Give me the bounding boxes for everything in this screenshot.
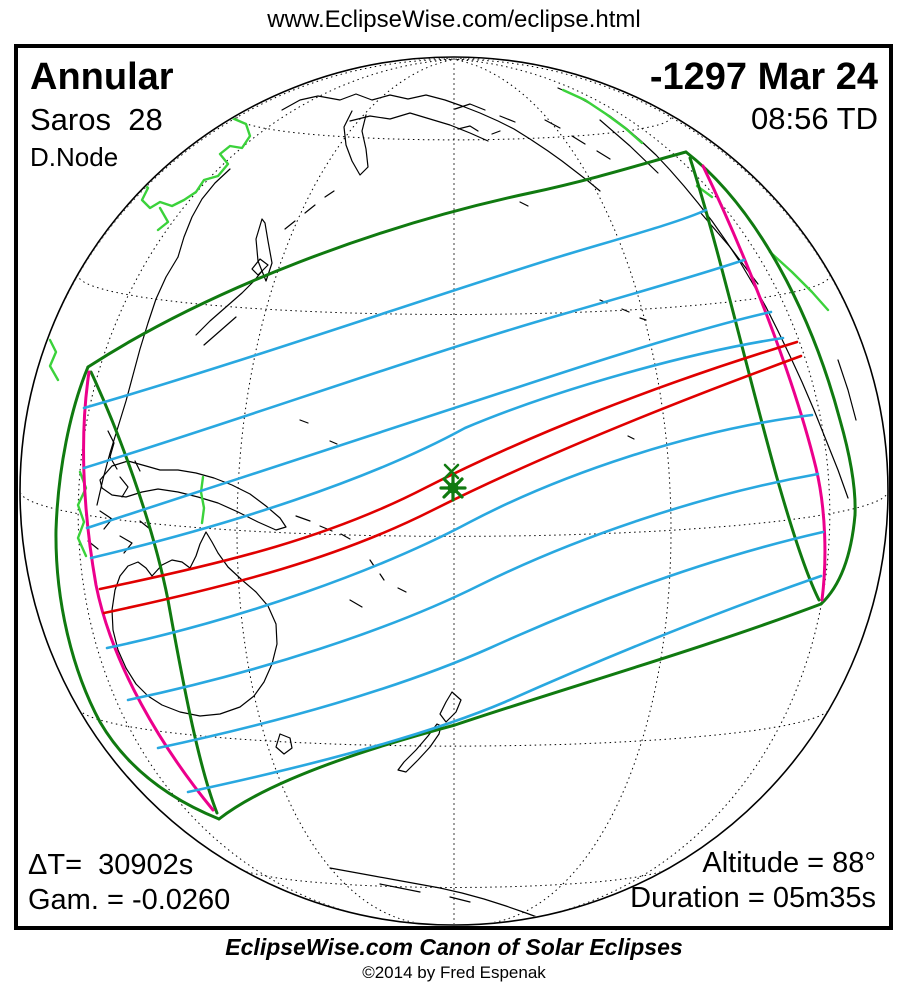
delta-t-label: ΔT= 30902s bbox=[28, 849, 194, 881]
sunrise-sunset-curves bbox=[82, 164, 827, 812]
central-path-curves bbox=[98, 340, 803, 615]
eclipse-time-label: 08:56 TD bbox=[751, 101, 878, 136]
time-curves bbox=[82, 208, 825, 794]
map-frame bbox=[14, 44, 893, 930]
copyright-line: ©2014 by Fred Espenak bbox=[362, 963, 546, 982]
altitude-label: Altitude = 88° bbox=[702, 847, 876, 879]
saros-label: Saros 28 bbox=[30, 102, 163, 137]
canon-title: EclipseWise.com Canon of Solar Eclipses bbox=[225, 934, 683, 960]
site-url: www.EclipseWise.com/eclipse.html bbox=[267, 6, 641, 33]
node-label: D.Node bbox=[30, 142, 119, 172]
duration-label: Duration = 05m35s bbox=[630, 882, 876, 914]
eclipse-date-label: -1297 Mar 24 bbox=[649, 56, 878, 98]
gamma-label: Gam. = -0.0260 bbox=[28, 884, 231, 916]
greatest-eclipse-marker bbox=[439, 463, 467, 502]
eclipse-type-label: Annular bbox=[30, 56, 174, 98]
